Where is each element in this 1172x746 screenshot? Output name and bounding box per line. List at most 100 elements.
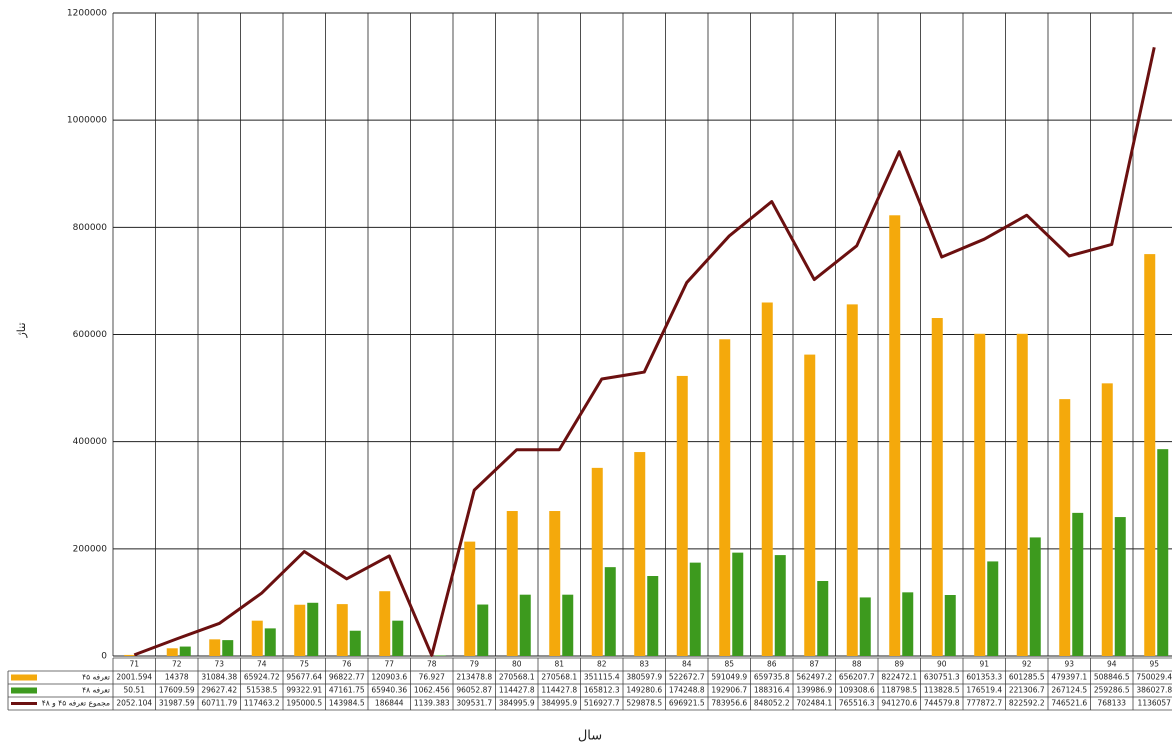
table-cell: 165812.3 xyxy=(584,686,620,695)
bar xyxy=(379,591,391,656)
x-tick-label: 83 xyxy=(639,660,649,669)
table-cell: 384995.9 xyxy=(499,699,535,708)
table-cell: 186844 xyxy=(375,699,404,708)
table-cell: 562497.2 xyxy=(796,673,832,682)
bar xyxy=(549,511,561,656)
bar xyxy=(1157,449,1169,656)
bar xyxy=(251,620,263,656)
x-tick-label: 73 xyxy=(214,660,224,669)
table-cell: 351115.4 xyxy=(584,673,620,682)
bar xyxy=(902,592,914,656)
table-cell: 386027.8 xyxy=(1136,686,1172,695)
table-cell: 47161.75 xyxy=(329,686,365,695)
legend-swatch xyxy=(11,702,37,705)
table-cell: 848052.2 xyxy=(754,699,790,708)
bar xyxy=(676,375,688,656)
x-tick-label: 87 xyxy=(809,660,819,669)
x-tick-label: 79 xyxy=(469,660,479,669)
table-cell: 109308.6 xyxy=(839,686,875,695)
table-cell: 221306.7 xyxy=(1009,686,1045,695)
x-tick-label: 80 xyxy=(512,660,522,669)
table-cell: 384995.9 xyxy=(541,699,577,708)
table-cell: 31987.59 xyxy=(159,699,195,708)
bar xyxy=(179,646,191,656)
table-cell: 508846.5 xyxy=(1094,673,1130,682)
table-cell: 529878.5 xyxy=(626,699,662,708)
table-cell: 267124.5 xyxy=(1051,686,1087,695)
x-tick-label: 77 xyxy=(384,660,394,669)
table-cell: 2001.594 xyxy=(116,673,152,682)
y-tick-label: 1000000 xyxy=(67,116,107,126)
bar xyxy=(464,541,476,656)
bar xyxy=(761,302,773,656)
x-tick-label: 91 xyxy=(979,660,989,669)
bar xyxy=(434,655,446,656)
x-tick-label: 74 xyxy=(257,660,267,669)
table-cell: 113828.5 xyxy=(924,686,960,695)
table-cell: 783956.6 xyxy=(711,699,747,708)
bar xyxy=(604,567,616,656)
bar xyxy=(634,452,646,656)
table-cell: 176519.4 xyxy=(966,686,1002,695)
bar xyxy=(222,640,234,656)
bar xyxy=(166,648,178,656)
table-cell: 380597.9 xyxy=(626,673,662,682)
x-tick-label: 92 xyxy=(1022,660,1032,669)
bar xyxy=(859,597,871,656)
bar xyxy=(1114,517,1126,656)
table-cell: 702484.1 xyxy=(796,699,832,708)
table-cell: 96052.87 xyxy=(456,686,492,695)
table-cell: 1136057 xyxy=(1138,699,1172,708)
bar xyxy=(349,630,361,656)
table-cell: 65924.72 xyxy=(244,673,280,682)
x-axis-label: سال xyxy=(578,729,602,744)
table-cell: 188316.4 xyxy=(754,686,790,695)
bar xyxy=(889,215,901,656)
legend-label: تعرفه ۴۸ xyxy=(82,686,110,695)
table-cell: 139986.9 xyxy=(796,686,832,695)
table-cell: 270568.1 xyxy=(541,673,577,682)
table-cell: 750029.4 xyxy=(1136,673,1172,682)
table-cell: 143984.5 xyxy=(329,699,365,708)
x-tick-label: 78 xyxy=(427,660,437,669)
bar xyxy=(477,604,489,656)
bar xyxy=(689,562,701,656)
table-cell: 270568.1 xyxy=(499,673,535,682)
table-cell: 659735.8 xyxy=(754,673,790,682)
table-cell: 822472.1 xyxy=(881,673,917,682)
x-tick-label: 88 xyxy=(852,660,862,669)
bar xyxy=(264,628,276,656)
bar xyxy=(392,620,404,656)
table-cell: 117463.2 xyxy=(244,699,280,708)
bar xyxy=(124,654,136,656)
table-cell: 114427.8 xyxy=(499,686,535,695)
legend-label: تعرفه ۴۵ xyxy=(82,673,110,682)
y-tick-label: 200000 xyxy=(73,544,108,554)
table-cell: 195000.5 xyxy=(286,699,322,708)
bar xyxy=(719,339,731,656)
bar xyxy=(974,333,986,656)
y-tick-label: 0 xyxy=(101,652,107,662)
x-tick-label: 75 xyxy=(299,660,309,669)
table-cell: 768133 xyxy=(1097,699,1126,708)
table-cell: 765516.3 xyxy=(839,699,875,708)
table-cell: 95677.64 xyxy=(286,673,322,682)
y-tick-label: 600000 xyxy=(73,330,108,340)
x-tick-label: 94 xyxy=(1107,660,1117,669)
x-tick-label: 72 xyxy=(172,660,182,669)
bar xyxy=(519,594,531,656)
table-cell: 259286.5 xyxy=(1094,686,1130,695)
table-cell: 309531.7 xyxy=(456,699,492,708)
bar xyxy=(987,561,999,656)
table-cell: 2052.104 xyxy=(116,699,152,708)
x-tick-label: 85 xyxy=(724,660,734,669)
bar xyxy=(846,304,858,656)
legend-label: مجموع تعرفه ۴۵ و ۴۸ xyxy=(42,699,110,708)
table-cell: 60711.79 xyxy=(201,699,237,708)
bar xyxy=(294,604,306,656)
table-cell: 522672.7 xyxy=(669,673,705,682)
bar xyxy=(774,555,786,656)
table-cell: 96822.77 xyxy=(329,673,365,682)
legend-swatch xyxy=(11,674,37,681)
bar xyxy=(931,318,943,656)
